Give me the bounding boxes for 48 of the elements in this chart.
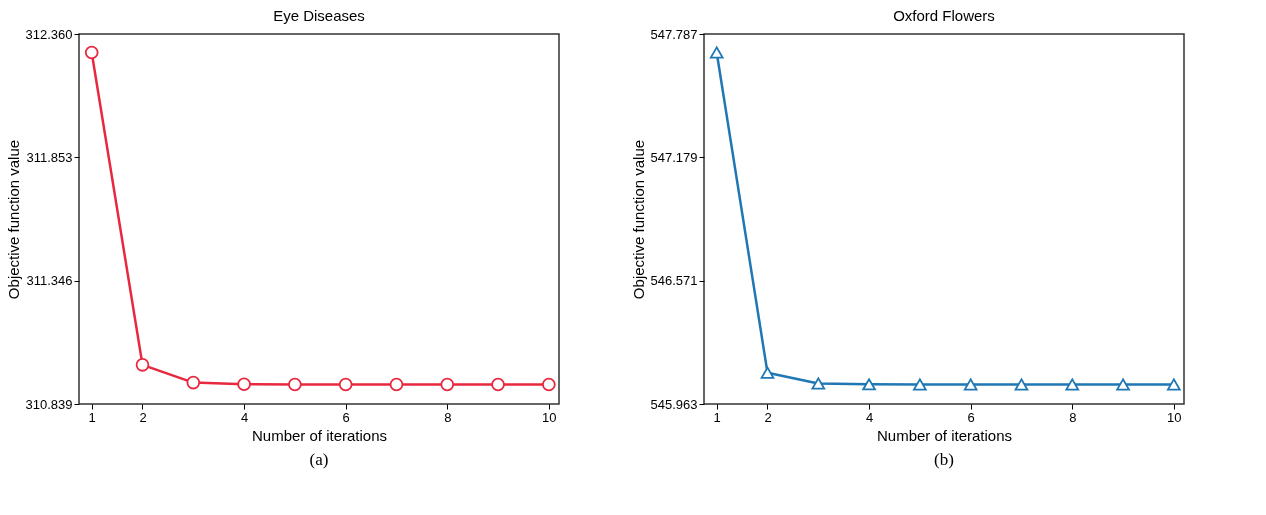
x-tick-label: 10 [542, 409, 557, 425]
point [862, 378, 876, 391]
x-tick-label: 4 [865, 409, 874, 425]
point [1065, 378, 1080, 391]
point [389, 377, 404, 392]
y-tick-label: 311.346 [26, 273, 73, 289]
text: (b) [934, 450, 954, 469]
x-tick-label: 1 [88, 409, 96, 425]
x-tick-label: 2 [139, 409, 147, 425]
x-tick-label: 6 [342, 409, 350, 425]
x-tick-label: 8 [1069, 409, 1077, 425]
point [440, 377, 455, 392]
y-tick-label: 311.853 [26, 149, 73, 165]
point [709, 46, 724, 59]
y-tick-label: 546.571 [650, 273, 698, 289]
y-tick-label: 312.360 [25, 26, 73, 42]
y-axis-title: Objective function value [629, 139, 647, 300]
point [760, 366, 775, 379]
x-tick-label: 2 [764, 409, 772, 425]
text: (a) [309, 450, 329, 469]
point [491, 377, 505, 392]
point [1167, 378, 1181, 391]
x-tick-label: 10 [1167, 409, 1182, 425]
y-tick-label: 545.963 [650, 396, 698, 412]
y-axis-title: Objective function value [4, 139, 22, 300]
chart-title: Eye Diseases [273, 7, 365, 24]
x-tick-label: 4 [240, 409, 249, 425]
point [811, 377, 826, 390]
point [542, 377, 556, 392]
point [186, 375, 201, 390]
y-tick-label: 310.839 [25, 396, 73, 412]
y-tick-label: 547.179 [650, 149, 698, 165]
point [338, 377, 353, 392]
point [237, 377, 251, 392]
x-tick-label: 8 [444, 409, 452, 425]
x-axis-title: Number of iterations [251, 426, 388, 444]
point [913, 378, 927, 391]
chart-title: Oxford Flowers [893, 7, 995, 24]
x-tick-label: 1 [713, 409, 721, 425]
point [84, 45, 99, 60]
x-tick-label: 6 [967, 409, 975, 425]
point [135, 358, 150, 372]
point [963, 378, 978, 391]
x-axis-title: Number of iterations [876, 426, 1013, 444]
point [288, 377, 302, 392]
y-tick-label: 547.787 [650, 26, 698, 42]
point [1116, 378, 1130, 391]
point [1014, 378, 1029, 391]
